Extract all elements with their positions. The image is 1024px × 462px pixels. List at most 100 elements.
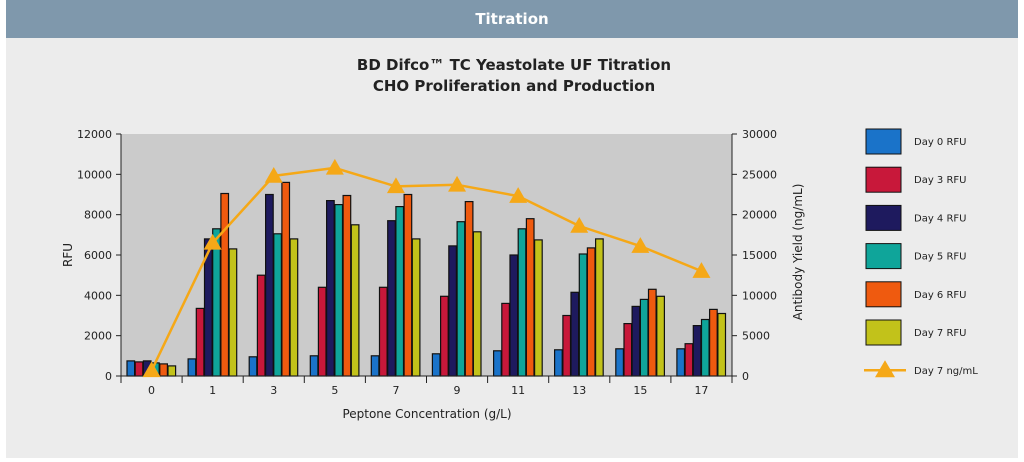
bar-day-3-rfu-15 [623, 323, 633, 377]
point-day-7-ng-ml-11 [509, 187, 528, 203]
bar-day-5-rfu-13 [578, 253, 588, 377]
legend-triangle-icon [875, 360, 895, 378]
bar-day-7-rfu-9 [472, 231, 482, 377]
bar-day-5-rfu-3 [273, 233, 282, 377]
line-day-7-ng-ml [150, 166, 702, 371]
bar-day-3-rfu-3 [256, 274, 266, 377]
y-tick-label: 6000 [84, 249, 112, 262]
bar-day-0-rfu-13 [553, 349, 563, 377]
x-tick-label: 7 [392, 384, 399, 397]
y2-tick-label: 15000 [742, 249, 777, 262]
x-tick-label: 15 [633, 384, 647, 397]
bar-day-0-rfu-5 [309, 355, 319, 377]
panel-header: Titration [6, 0, 1018, 38]
bar-day-6-rfu-3 [281, 181, 291, 377]
bar-day-7-rfu-5 [350, 224, 360, 377]
y2-axis-label: Antibody Yield (ng/mL) [791, 184, 805, 321]
bar-day-4-rfu-9 [448, 245, 457, 377]
bar-day-7-rfu-7 [411, 238, 421, 377]
bar-day-7-rfu-15 [656, 295, 665, 377]
y2-tick-label: 0 [742, 370, 749, 383]
x-tick-label: 3 [270, 384, 277, 397]
legend-swatch-day-6-rfu [865, 281, 902, 308]
bar-day-3-rfu-11 [501, 302, 510, 377]
point-day-7-ng-ml-1 [203, 233, 222, 250]
legend-swatch-day-5-rfu [865, 243, 902, 270]
bar-day-4-rfu-15 [631, 305, 641, 377]
bar-day-7-rfu-17 [717, 312, 727, 377]
bar-day-7-rfu-3 [289, 238, 299, 377]
y2-tick-label: 10000 [742, 289, 777, 302]
bar-day-3-rfu-9 [440, 295, 449, 377]
x-tick-label: 1 [209, 384, 216, 397]
bar-day-6-rfu-0 [159, 363, 169, 377]
bar-day-4-rfu-17 [692, 325, 702, 377]
x-tick-label: 11 [511, 384, 525, 397]
bar-day-4-rfu-7 [387, 220, 396, 377]
legend-swatch-day-3-rfu [865, 166, 902, 193]
bar-day-0-rfu-9 [431, 353, 441, 377]
bar-day-5-rfu-5 [334, 204, 344, 377]
y-tick-label: 10000 [77, 168, 112, 181]
bar-day-3-rfu-5 [317, 286, 327, 377]
bar-day-6-rfu-7 [403, 193, 413, 377]
bar-day-3-rfu-0 [134, 361, 144, 377]
legend-label-day-5-rfu: Day 5 RFU [914, 252, 967, 263]
bar-day-5-rfu-11 [517, 228, 527, 377]
bar-day-5-rfu-17 [700, 318, 710, 377]
point-day-7-ng-ml-17 [692, 262, 711, 278]
bar-day-3-rfu-1 [195, 307, 205, 377]
x-axis-label: Peptone Concentration (g/L) [342, 407, 511, 421]
legend-swatch-day-4-rfu [865, 204, 902, 231]
legend-label-day-7-rfu: Day 7 RFU [914, 328, 967, 339]
legend-label-day-6-rfu: Day 6 RFU [914, 290, 967, 301]
x-tick-label: 0 [148, 384, 155, 397]
bar-day-6-rfu-1 [220, 192, 230, 377]
legend-label-day-3-rfu: Day 3 RFU [914, 175, 967, 186]
bar-day-7-rfu-11 [533, 239, 543, 377]
y-axis-label: RFU [61, 243, 75, 267]
x-tick-label: 9 [454, 384, 461, 397]
x-tick-label: 5 [331, 384, 338, 397]
bar-day-3-rfu-17 [684, 343, 694, 377]
point-day-7-ng-ml-15 [631, 237, 650, 253]
point-day-7-ng-ml-9 [448, 175, 467, 192]
point-day-7-ng-ml-0 [142, 361, 161, 378]
bar-day-0-rfu-3 [248, 356, 258, 377]
point-day-7-ng-ml-5 [325, 158, 344, 175]
bar-day-5-rfu-1 [212, 228, 221, 377]
legend-swatch-day-0-rfu [865, 128, 902, 155]
y2-tick-label: 30000 [742, 128, 777, 141]
bar-day-5-rfu-7 [395, 206, 405, 377]
point-day-7-ng-ml-7 [386, 177, 405, 194]
y-tick-label: 0 [105, 370, 112, 383]
bar-day-0-rfu-15 [615, 348, 624, 377]
point-day-7-ng-ml-13 [570, 216, 589, 233]
bar-day-4-rfu-13 [570, 291, 580, 377]
legend-label-day-4-rfu: Day 4 RFU [914, 213, 967, 224]
y2-tick-label: 5000 [742, 330, 770, 343]
y-tick-label: 8000 [84, 209, 112, 222]
y-tick-label: 2000 [84, 330, 112, 343]
bar-day-6-rfu-9 [464, 201, 474, 377]
bar-day-6-rfu-17 [708, 308, 718, 377]
bar-day-3-rfu-13 [562, 314, 572, 377]
x-tick-label: 13 [572, 384, 586, 397]
bar-day-5-rfu-15 [639, 298, 649, 377]
chart-subtitle: CHO Proliferation and Production [373, 77, 655, 95]
legend-swatch-day-7-rfu [865, 319, 902, 346]
bar-day-5-rfu-9 [456, 221, 466, 377]
bar-day-0-rfu-11 [493, 350, 502, 377]
bar-day-7-rfu-0 [167, 365, 177, 377]
bar-day-0-rfu-1 [187, 358, 197, 377]
y2-tick-label: 20000 [742, 209, 777, 222]
point-day-7-ng-ml-3 [264, 166, 283, 183]
bar-day-4-rfu-11 [509, 254, 519, 377]
legend-label-day-0-rfu: Day 0 RFU [914, 137, 967, 148]
y-tick-label: 12000 [77, 128, 112, 141]
chart-title: BD Difco™ TC Yeastolate UF Titration [357, 56, 671, 74]
bar-day-0-rfu-17 [676, 348, 686, 377]
legend-label-day-7-ng-ml: Day 7 ng/mL [914, 366, 978, 377]
bar-day-4-rfu-5 [326, 200, 335, 377]
